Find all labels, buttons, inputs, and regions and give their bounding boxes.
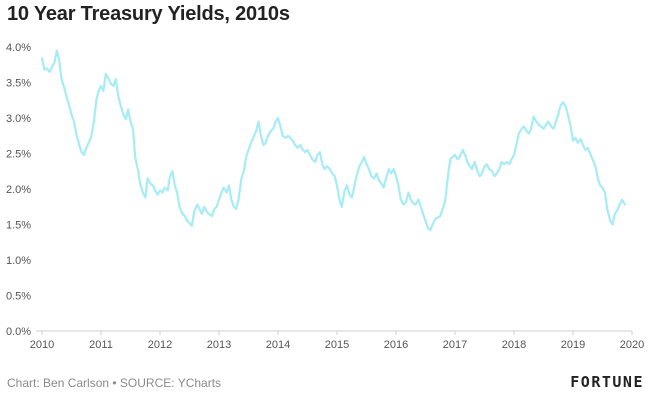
x-tick-label: 2018	[502, 339, 526, 351]
yield-line	[40, 49, 626, 232]
y-tick-label: 2.0%	[6, 184, 31, 196]
x-tick-label: 2020	[620, 339, 644, 351]
y-tick-label: 2.5%	[6, 149, 31, 161]
x-axis-labels: 2010 2011 2012 2013 2014 2015 2016 2017 2018 2019…	[30, 339, 644, 351]
y-tick-label: 3.5%	[6, 78, 31, 90]
x-tick-label: 2016	[384, 339, 408, 351]
x-tick-label: 2014	[266, 339, 290, 351]
x-tick-label: 2012	[148, 339, 172, 351]
y-tick-label: 4.0%	[6, 42, 31, 54]
x-tick-label: 2013	[207, 339, 231, 351]
y-tick-label: 0.0%	[6, 326, 31, 338]
y-tick-label: 1.5%	[6, 220, 31, 232]
x-tick-label: 2017	[443, 339, 467, 351]
chart-credit: Chart: Ben Carlson • SOURCE: YCharts	[7, 376, 222, 390]
x-axis-ticks	[41, 331, 633, 335]
x-tick-label: 2010	[30, 339, 54, 351]
x-tick-label: 2011	[89, 339, 113, 351]
y-tick-label: 0.5%	[6, 291, 31, 303]
x-tick-label: 2015	[325, 339, 349, 351]
chart-title: 10 Year Treasury Yields, 2010s	[7, 3, 290, 25]
fortune-logo: FORTUNE	[570, 373, 644, 391]
y-tick-label: 3.0%	[6, 113, 31, 125]
x-tick-label: 2019	[561, 339, 585, 351]
y-axis-labels: 0.0% 0.5% 1.0% 1.5% 2.0% 2.5% 3.0% 3.5% 4.0%	[6, 42, 31, 338]
y-tick-label: 1.0%	[6, 255, 31, 267]
